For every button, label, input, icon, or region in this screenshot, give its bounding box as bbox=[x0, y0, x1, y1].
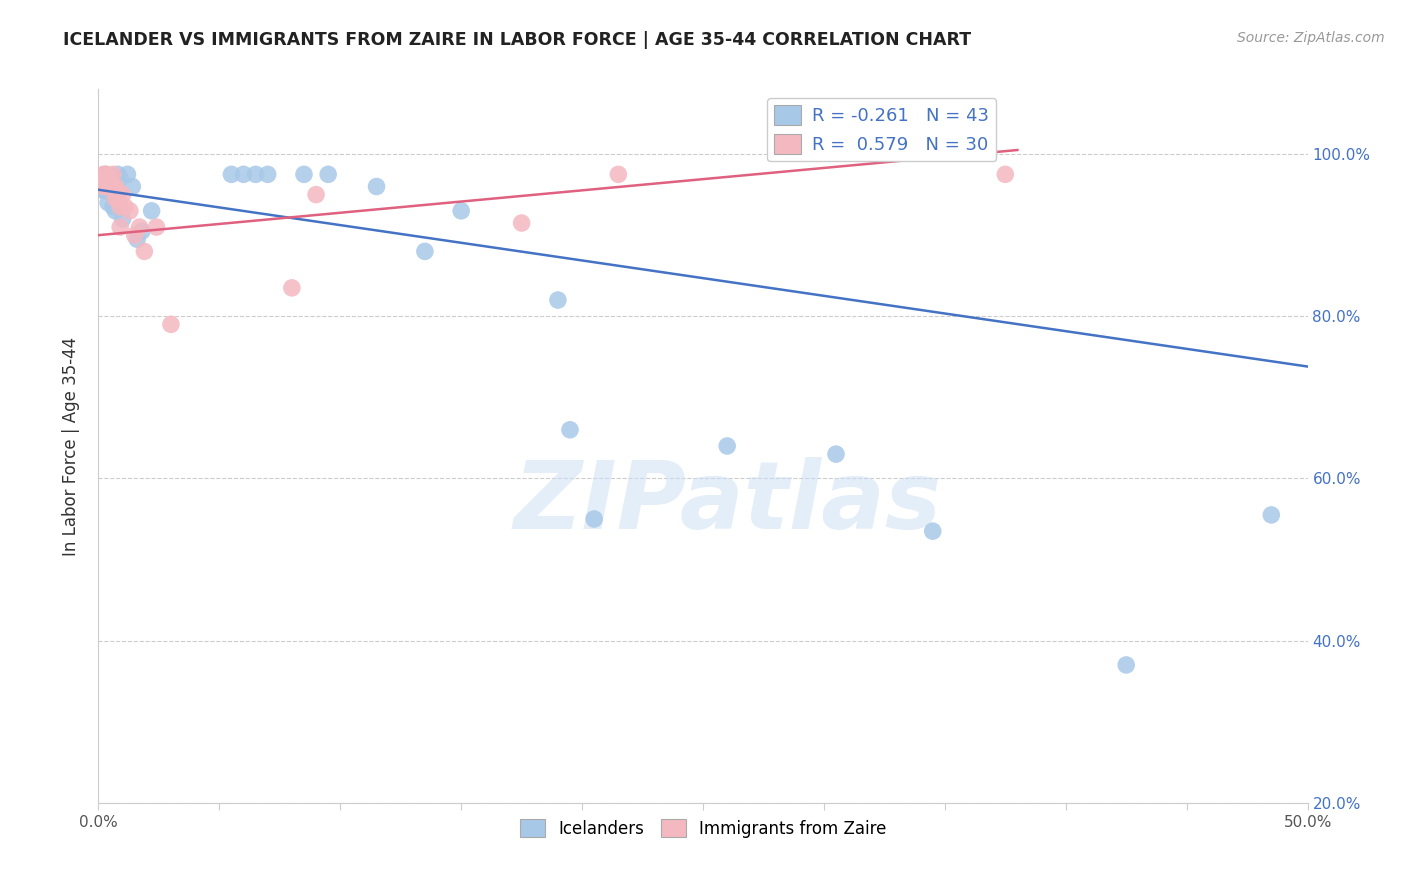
Point bbox=[160, 318, 183, 332]
Point bbox=[221, 167, 243, 181]
Point bbox=[232, 167, 254, 181]
Point bbox=[108, 200, 131, 214]
Point bbox=[94, 167, 117, 181]
Point bbox=[413, 244, 436, 259]
Point bbox=[108, 171, 131, 186]
Point bbox=[100, 179, 122, 194]
Point bbox=[134, 244, 156, 259]
Text: Source: ZipAtlas.com: Source: ZipAtlas.com bbox=[1237, 31, 1385, 45]
Point bbox=[100, 171, 122, 186]
Point bbox=[121, 179, 143, 194]
Point bbox=[90, 171, 112, 186]
Point bbox=[107, 167, 129, 181]
Point bbox=[100, 171, 122, 186]
Point bbox=[107, 192, 129, 206]
Point bbox=[111, 187, 134, 202]
Point bbox=[94, 167, 117, 181]
Point bbox=[256, 167, 278, 181]
Point bbox=[607, 167, 630, 181]
Point bbox=[94, 176, 117, 190]
Point bbox=[101, 179, 124, 194]
Point bbox=[101, 179, 124, 194]
Point bbox=[366, 179, 388, 194]
Point bbox=[111, 211, 134, 226]
Point bbox=[108, 220, 131, 235]
Point bbox=[97, 195, 120, 210]
Point bbox=[127, 232, 149, 246]
Point bbox=[547, 293, 569, 307]
Point bbox=[90, 171, 112, 186]
Point bbox=[97, 176, 120, 190]
Point bbox=[100, 184, 122, 198]
Point bbox=[292, 167, 315, 181]
Point bbox=[124, 228, 146, 243]
Text: ZIPatlas: ZIPatlas bbox=[513, 457, 941, 549]
Point bbox=[104, 203, 127, 218]
Point bbox=[825, 447, 848, 461]
Point bbox=[281, 281, 304, 295]
Legend: Icelanders, Immigrants from Zaire: Icelanders, Immigrants from Zaire bbox=[513, 813, 893, 845]
Point bbox=[117, 167, 139, 181]
Point bbox=[101, 200, 124, 214]
Point bbox=[107, 192, 129, 206]
Point bbox=[114, 200, 136, 214]
Point bbox=[141, 203, 163, 218]
Text: ICELANDER VS IMMIGRANTS FROM ZAIRE IN LABOR FORCE | AGE 35-44 CORRELATION CHART: ICELANDER VS IMMIGRANTS FROM ZAIRE IN LA… bbox=[63, 31, 972, 49]
Point bbox=[104, 179, 127, 194]
Point bbox=[104, 192, 127, 206]
Point bbox=[97, 179, 120, 194]
Y-axis label: In Labor Force | Age 35-44: In Labor Force | Age 35-44 bbox=[62, 336, 80, 556]
Point bbox=[558, 423, 581, 437]
Point bbox=[97, 184, 120, 198]
Point bbox=[94, 179, 117, 194]
Point bbox=[101, 167, 124, 181]
Point bbox=[107, 184, 129, 198]
Point bbox=[994, 167, 1017, 181]
Point bbox=[91, 184, 114, 198]
Point bbox=[1115, 657, 1137, 672]
Point bbox=[316, 167, 339, 181]
Point bbox=[91, 179, 114, 194]
Point bbox=[583, 512, 606, 526]
Point bbox=[921, 524, 943, 538]
Point bbox=[1260, 508, 1282, 522]
Point bbox=[305, 187, 328, 202]
Point bbox=[145, 220, 167, 235]
Point bbox=[118, 203, 141, 218]
Point bbox=[94, 184, 117, 198]
Point bbox=[245, 167, 267, 181]
Point bbox=[510, 216, 533, 230]
Point bbox=[100, 179, 122, 194]
Point bbox=[91, 176, 114, 190]
Point bbox=[97, 171, 120, 186]
Point bbox=[104, 192, 127, 206]
Point bbox=[716, 439, 738, 453]
Point bbox=[91, 167, 114, 181]
Point bbox=[131, 224, 153, 238]
Point bbox=[128, 220, 150, 235]
Point bbox=[101, 187, 124, 202]
Point bbox=[450, 203, 472, 218]
